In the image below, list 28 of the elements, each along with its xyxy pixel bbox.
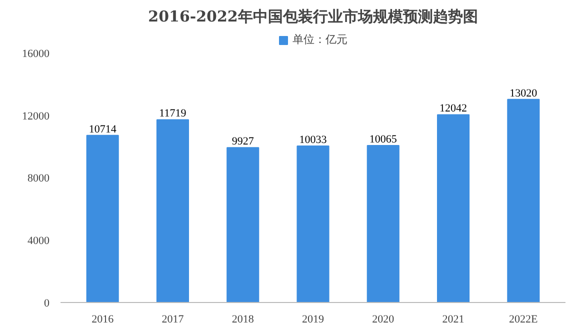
data-label: 10033: [299, 134, 328, 146]
y-tick-label: 4000: [28, 235, 50, 248]
bar: [296, 146, 330, 302]
data-label: 10714: [88, 123, 117, 136]
data-label: 11719: [159, 108, 187, 120]
y-tick-label: 12000: [22, 110, 50, 122]
legend-label: 单位：亿元: [292, 33, 348, 47]
bar: [436, 114, 470, 302]
bar: [366, 145, 400, 302]
y-tick-label: 0: [44, 298, 50, 310]
bar: [86, 134, 119, 302]
chart-title: 2016-2022年中国包装行业市场规模预测趋势图: [148, 8, 478, 26]
x-tick-label: 2021: [442, 314, 464, 326]
bar: [507, 98, 540, 302]
y-tick-label: 8000: [28, 172, 50, 185]
x-tick-label: 2018: [232, 314, 254, 326]
x-tick-label: 2017: [162, 314, 184, 326]
bar: [156, 119, 190, 302]
data-label: 9927: [232, 136, 254, 148]
y-tick-label: 16000: [22, 48, 50, 60]
x-tick-label: 2020: [372, 314, 395, 326]
x-tick-label: 2016: [92, 314, 114, 326]
data-label: 10065: [369, 134, 398, 146]
x-tick-label: 2022E: [509, 314, 538, 326]
data-label: 13020: [510, 87, 538, 100]
bar: [226, 147, 260, 302]
data-label: 12042: [440, 102, 468, 115]
x-tick-label: 2019: [302, 314, 324, 326]
